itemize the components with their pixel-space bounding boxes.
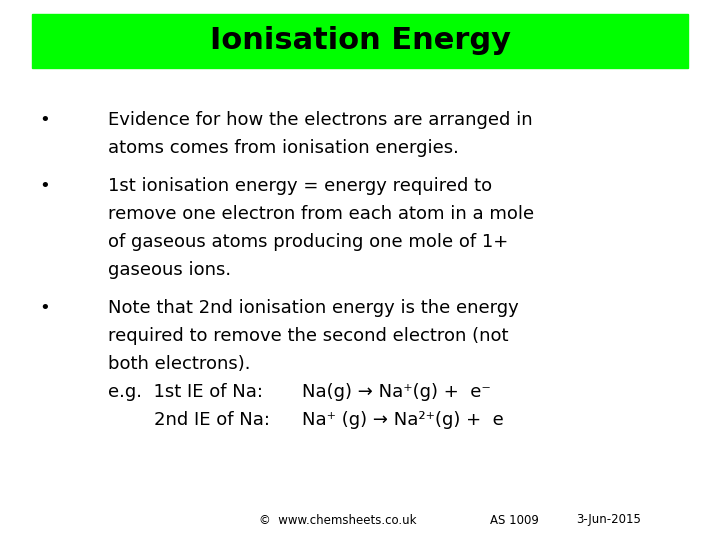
Text: •: • [40, 177, 50, 194]
Text: Evidence for how the electrons are arranged in: Evidence for how the electrons are arran… [108, 111, 533, 129]
Text: •: • [40, 111, 50, 129]
Text: 3-Jun-2015: 3-Jun-2015 [576, 514, 641, 526]
Text: AS 1009: AS 1009 [490, 514, 539, 526]
Text: both electrons).: both electrons). [108, 355, 251, 373]
Text: remove one electron from each atom in a mole: remove one electron from each atom in a … [108, 205, 534, 222]
Text: Na(g) → Na⁺(g) +  e⁻: Na(g) → Na⁺(g) + e⁻ [302, 383, 491, 401]
Text: e.g.  1st IE of Na:: e.g. 1st IE of Na: [108, 383, 263, 401]
Text: ©  www.chemsheets.co.uk: © www.chemsheets.co.uk [259, 514, 417, 526]
Text: Ionisation Energy: Ionisation Energy [210, 26, 510, 55]
Text: of gaseous atoms producing one mole of 1+: of gaseous atoms producing one mole of 1… [108, 233, 508, 251]
Text: atoms comes from ionisation energies.: atoms comes from ionisation energies. [108, 139, 459, 157]
Text: 2nd IE of Na:: 2nd IE of Na: [108, 411, 270, 429]
Text: required to remove the second electron (not: required to remove the second electron (… [108, 327, 508, 345]
Text: Note that 2nd ionisation energy is the energy: Note that 2nd ionisation energy is the e… [108, 299, 518, 316]
Text: Na⁺ (g) → Na²⁺(g) +  e: Na⁺ (g) → Na²⁺(g) + e [302, 411, 504, 429]
Text: gaseous ions.: gaseous ions. [108, 261, 231, 279]
Text: 1st ionisation energy = energy required to: 1st ionisation energy = energy required … [108, 177, 492, 194]
FancyBboxPatch shape [32, 14, 688, 68]
Text: •: • [40, 299, 50, 316]
